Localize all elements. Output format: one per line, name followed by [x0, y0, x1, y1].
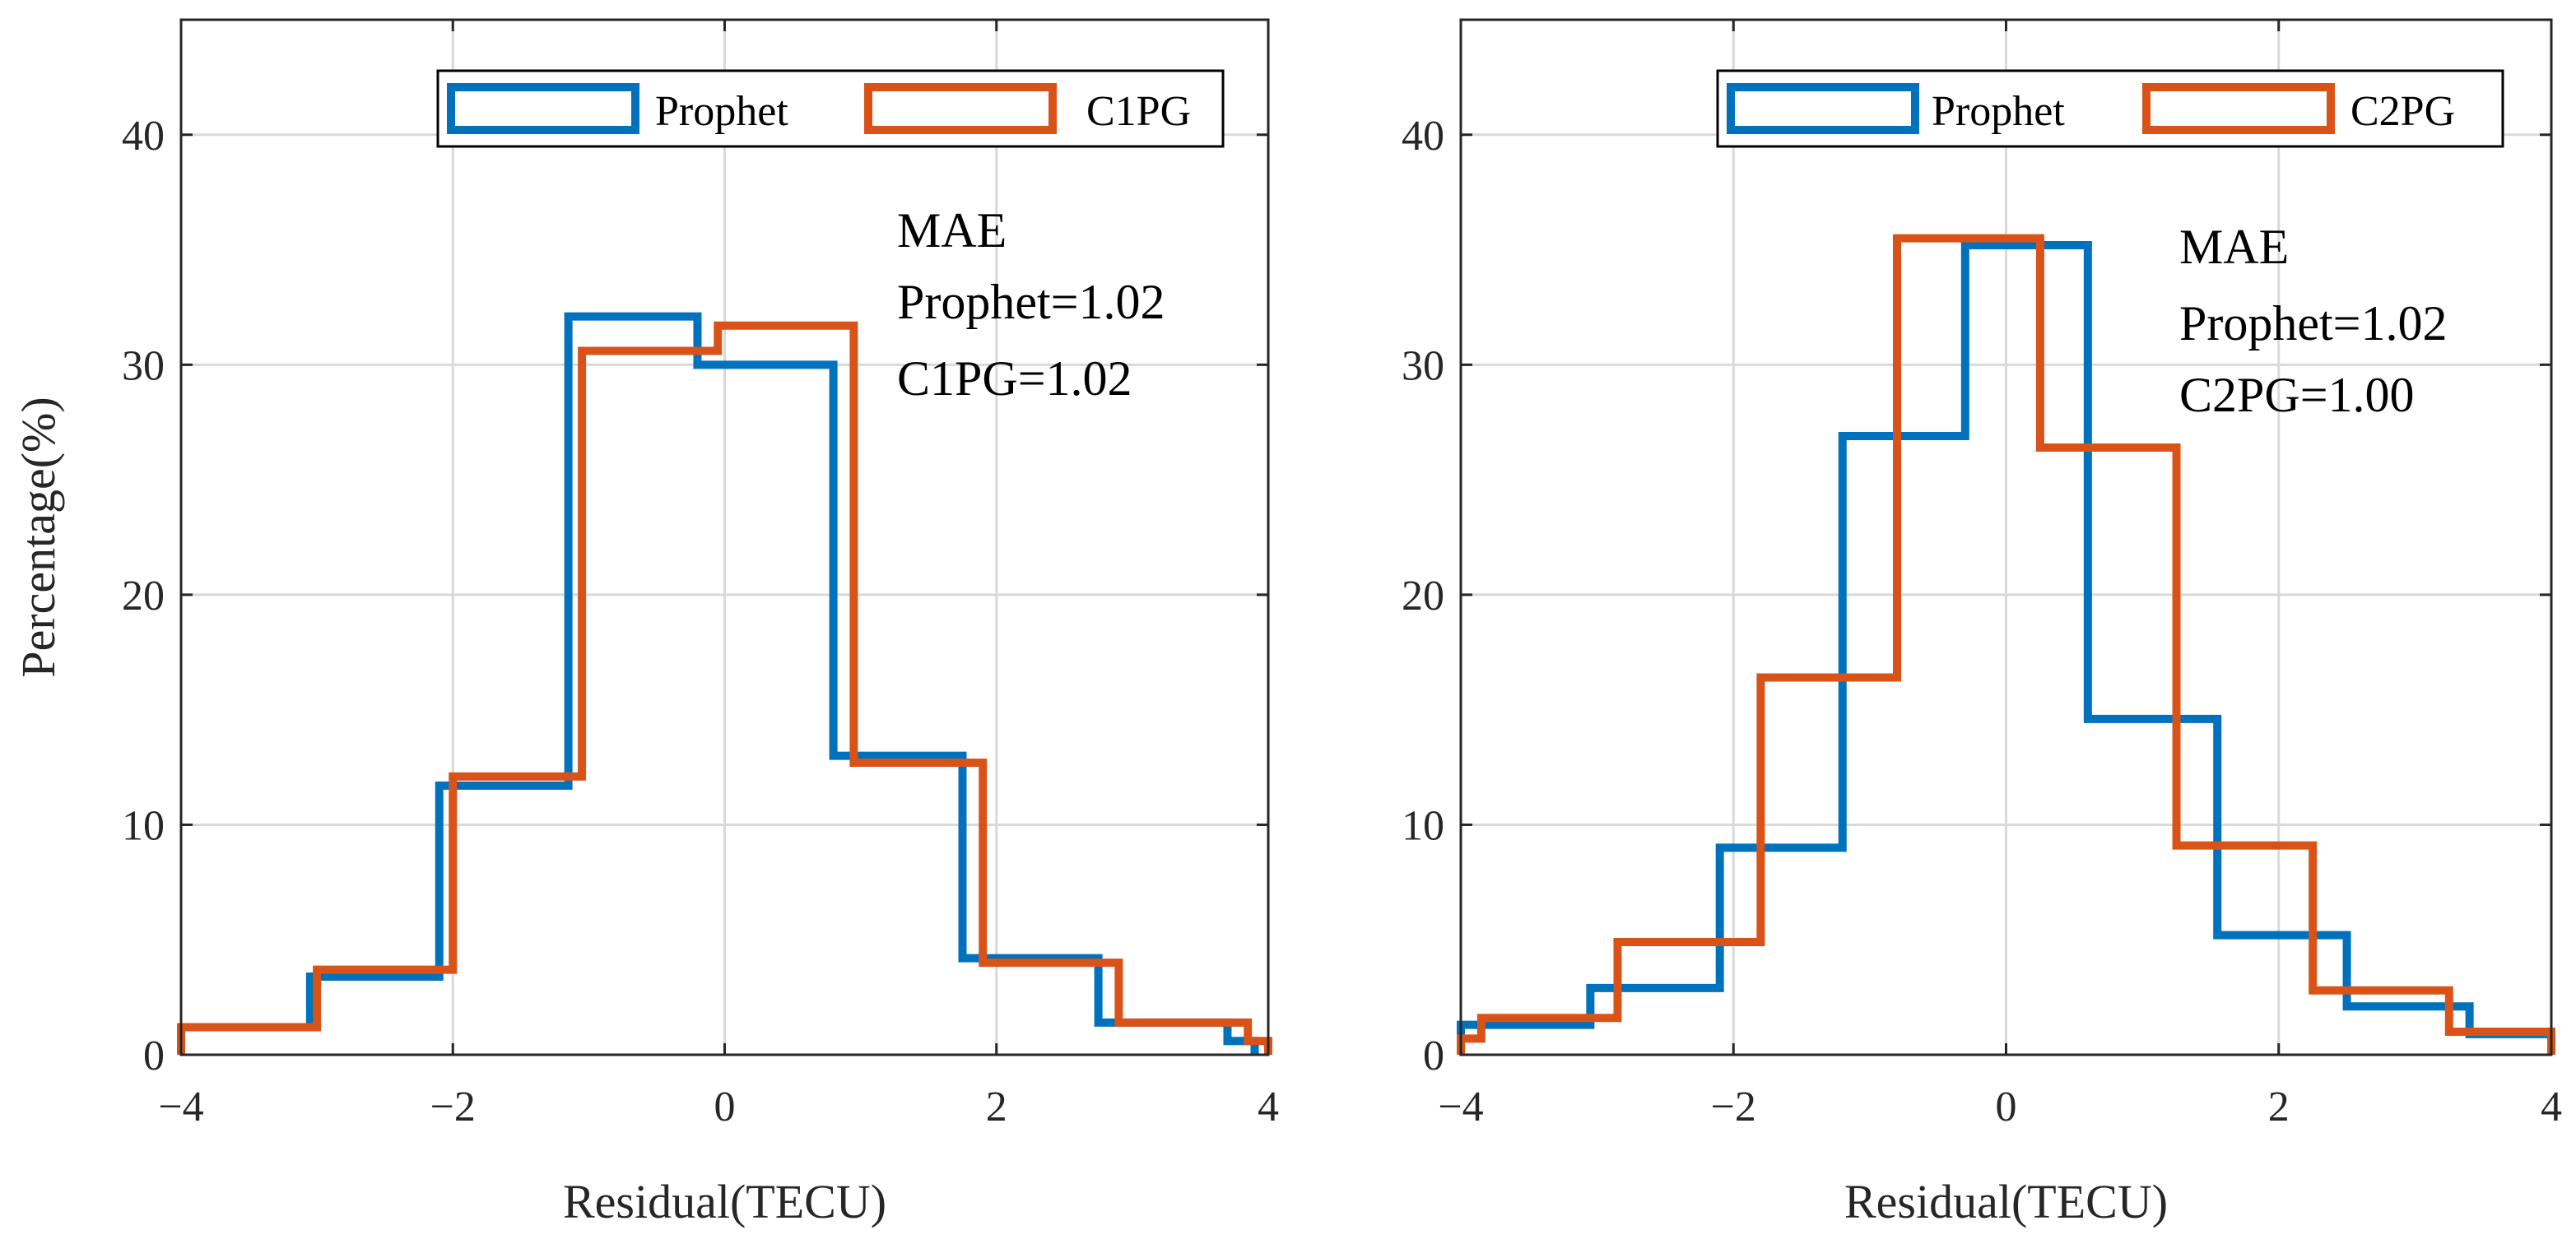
y-tick-label: 20 — [1402, 573, 1444, 620]
legend: Prophet C1PG — [436, 69, 1225, 148]
legend: Prophet C2PG — [1716, 69, 2504, 148]
legend-label-c1pg: C1PG — [1086, 88, 1191, 135]
y-tick-label: 20 — [122, 573, 165, 620]
legend-label-c2pg: C2PG — [2350, 88, 2455, 135]
series-c1pg-bars — [177, 321, 1272, 1055]
y-tick-label: 0 — [1423, 1033, 1444, 1079]
legend-swatch-c1pg — [864, 83, 1057, 134]
grid-lines — [179, 20, 1270, 1056]
x-tick-label: 0 — [714, 1084, 736, 1130]
mae-prophet: Prophet=1.02 — [2179, 296, 2448, 350]
legend-swatch-prophet — [1727, 83, 1919, 134]
x-axis-title: Residual(TECU) — [563, 1175, 886, 1228]
legend-label-prophet: Prophet — [655, 88, 788, 135]
mae-title: MAE — [897, 203, 1007, 258]
mae-c2pg: C2PG=1.00 — [2179, 368, 2415, 422]
mae-prophet: Prophet=1.02 — [897, 275, 1165, 329]
x-tick-label: 4 — [2541, 1084, 2562, 1130]
x-tick-label: 2 — [2268, 1084, 2290, 1130]
mae-annotation: MAE Prophet=1.02 C1PG=1.02 — [897, 203, 1165, 406]
series-prophet-bars — [177, 312, 1259, 1055]
y-tick-label: 10 — [122, 802, 165, 849]
x-tick-label: −2 — [430, 1084, 476, 1130]
x-tick-label: −2 — [1711, 1084, 1756, 1130]
y-tick-label: 40 — [122, 113, 165, 160]
mae-c1pg: C1PG=1.02 — [897, 351, 1132, 406]
legend-label-prophet: Prophet — [1932, 88, 2065, 135]
x-tick-label: −4 — [158, 1084, 203, 1130]
legend-swatch-prophet — [447, 83, 639, 134]
y-tick-label: 30 — [1402, 342, 1444, 389]
legend-swatch-c2pg — [2142, 83, 2335, 134]
mae-annotation: MAE Prophet=1.02 C2PG=1.00 — [2179, 220, 2448, 422]
x-tick-label: 2 — [986, 1084, 1007, 1130]
y-tick-label: 30 — [122, 342, 165, 389]
x-axis-title: Residual(TECU) — [1844, 1175, 2168, 1228]
y-tick-label: 0 — [143, 1033, 165, 1079]
mae-title: MAE — [2179, 220, 2289, 274]
x-tick-label: 0 — [1996, 1084, 2017, 1130]
grid-lines — [1459, 20, 2553, 1056]
y-tick-label: 10 — [1402, 802, 1444, 849]
series-layer — [1457, 234, 2555, 1055]
series-layer — [177, 312, 1272, 1055]
series-c2pg-bars — [1457, 234, 2555, 1055]
y-tick-label: 40 — [1402, 113, 1444, 160]
x-tick-label: −4 — [1438, 1084, 1483, 1130]
y-axis-title: Percentage(%) — [12, 397, 65, 677]
x-tick-label: 4 — [1258, 1084, 1279, 1130]
